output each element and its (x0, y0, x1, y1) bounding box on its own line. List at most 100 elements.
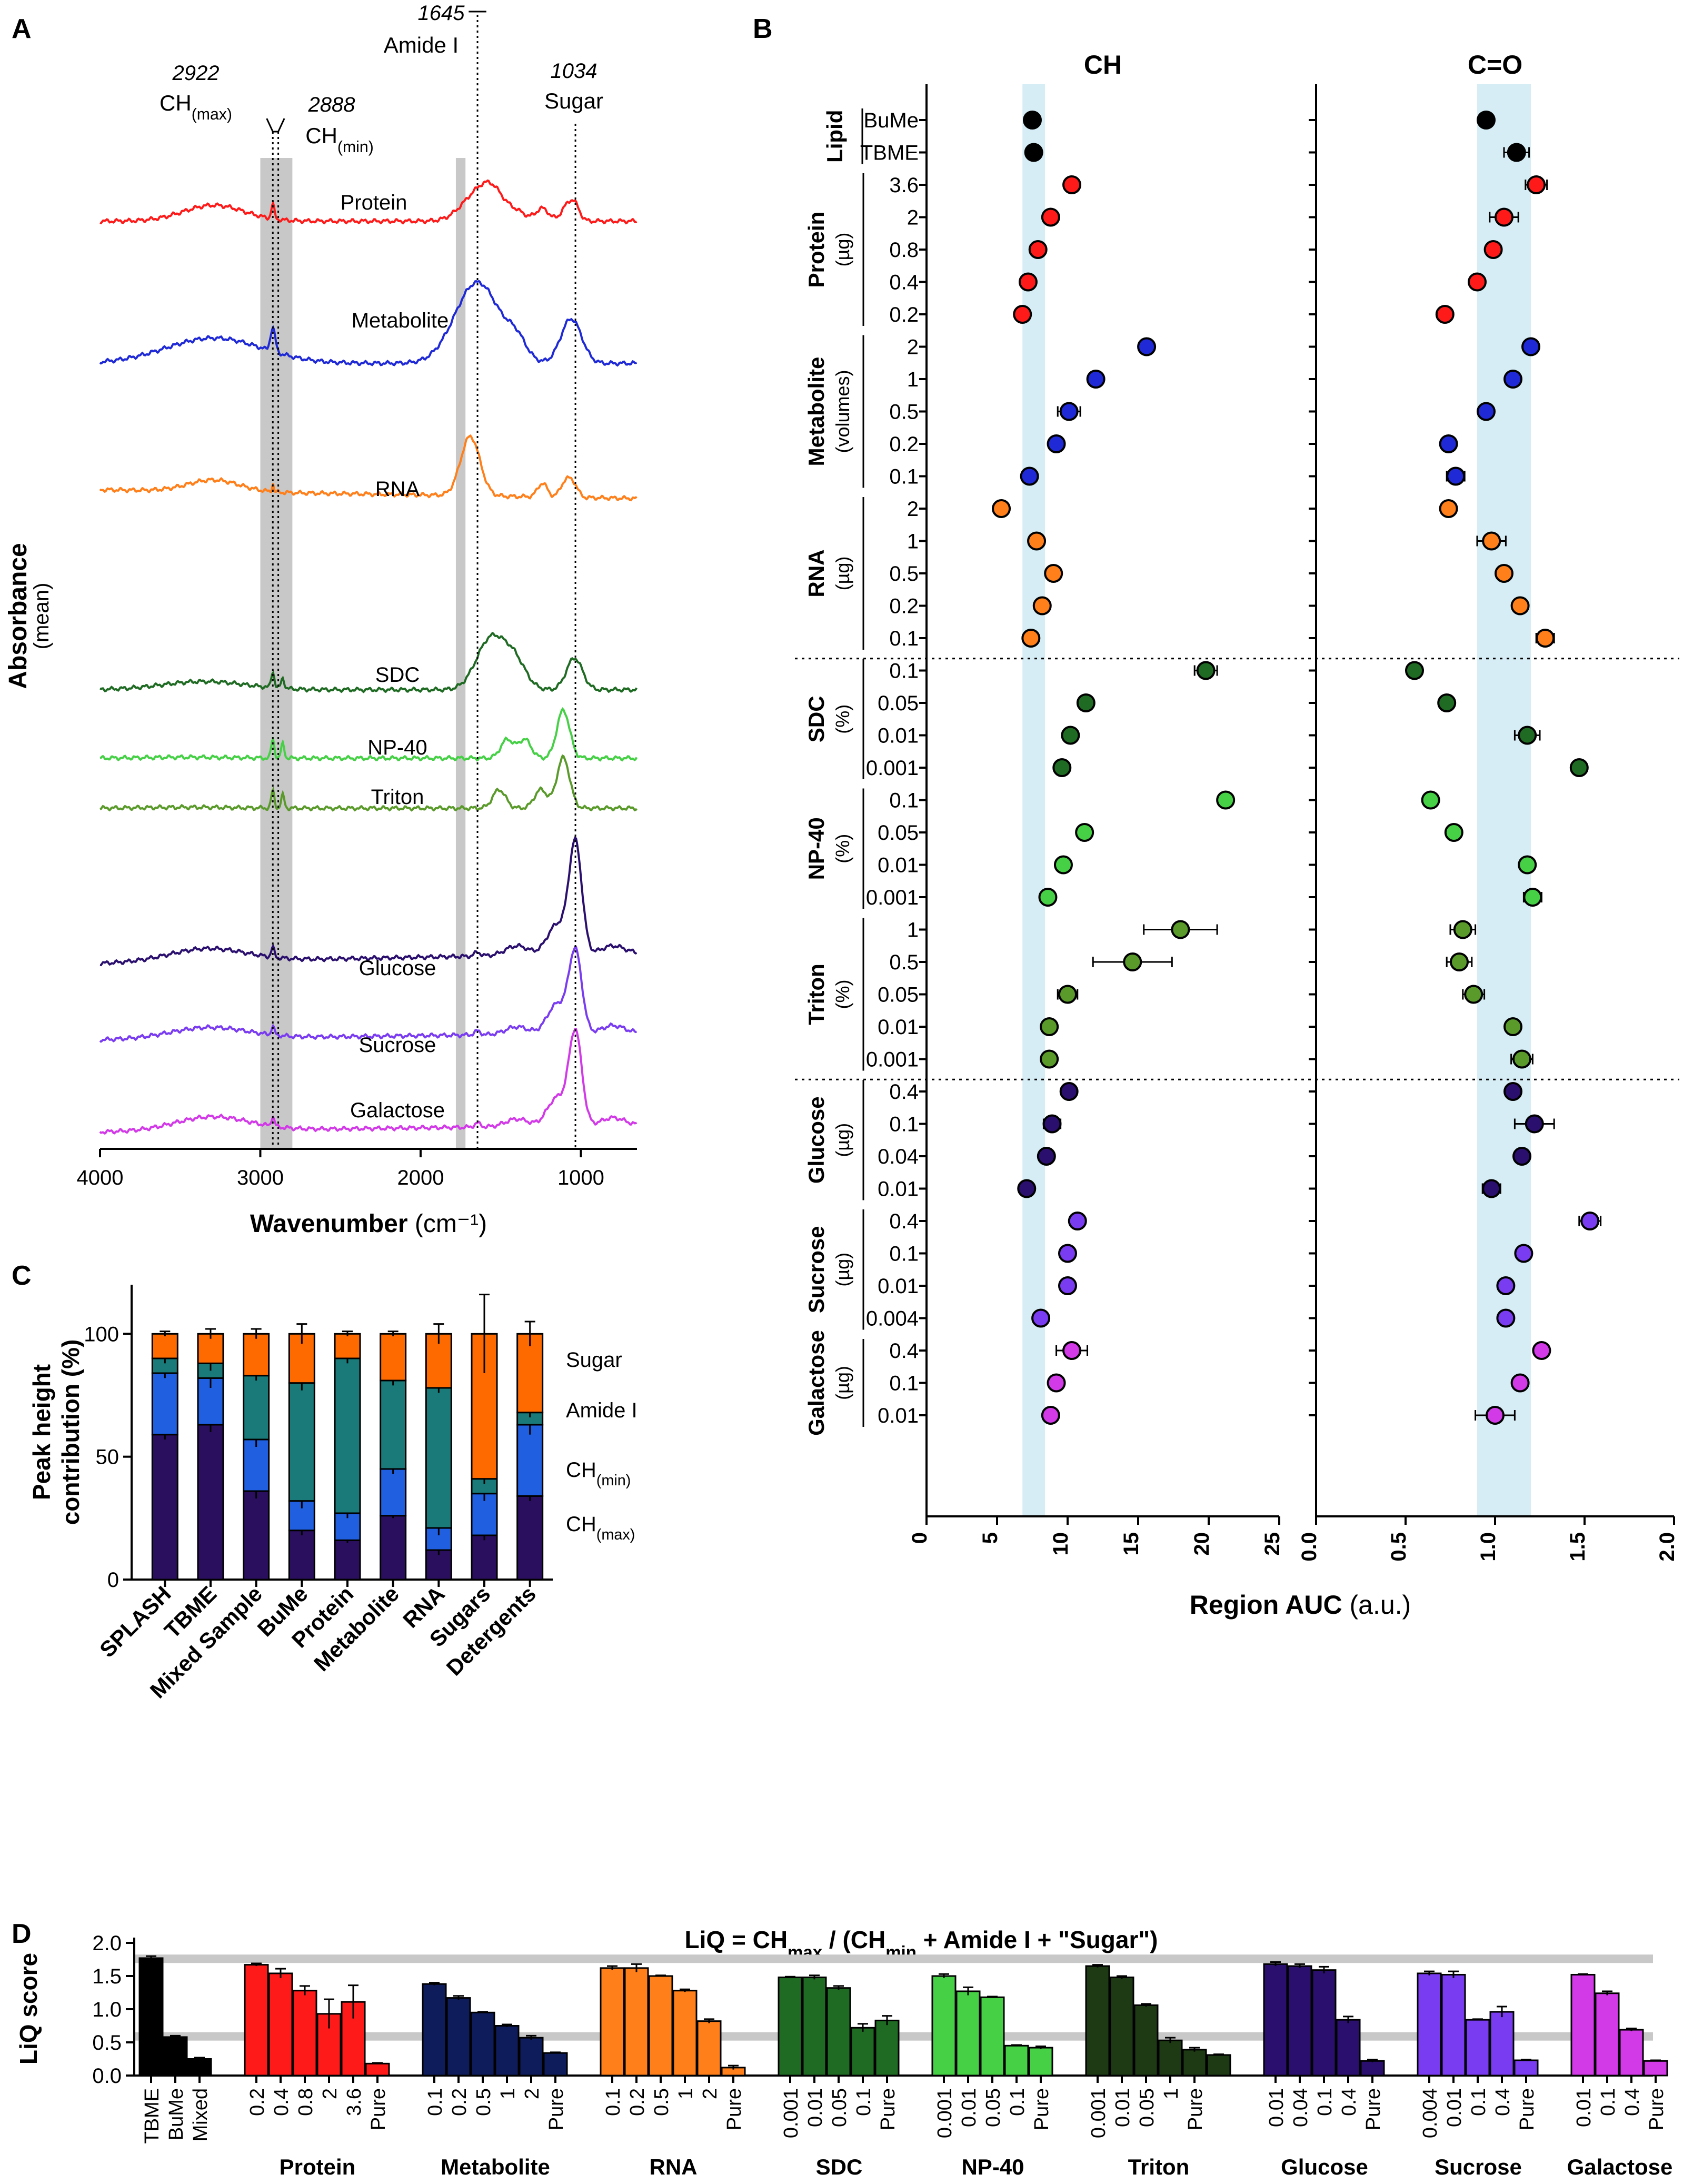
y-tick-label-c: 100 (84, 1323, 119, 1346)
data-point-ch (1058, 985, 1077, 1004)
data-point-co (1510, 1373, 1530, 1393)
stacked-bar-segment (151, 1434, 178, 1581)
stacked-bar-segment (243, 1333, 270, 1377)
annotation-amide-i: Amide I (384, 33, 459, 57)
annotation-ch-min-sub: (min) (337, 138, 374, 156)
x-tick-label-d: 0.2 (449, 2088, 471, 2116)
data-point-co (1503, 1017, 1522, 1036)
bar-d (826, 1987, 851, 2077)
x-tick-label-d: Pure (367, 2088, 390, 2130)
stacked-bar-segment (380, 1333, 407, 1382)
x-tick-label-d: 0.01 (1573, 2088, 1595, 2127)
x-tick-label-d: 2 (521, 2088, 543, 2099)
x-tick-label-b: 10 (1049, 1532, 1072, 1556)
data-point-co (1464, 985, 1483, 1004)
panel-label-c: C (12, 1260, 32, 1291)
bar-d (268, 1972, 293, 2077)
x-tick-label-a: 2000 (397, 1166, 444, 1189)
group-label-d-protein: Protein (280, 2155, 356, 2179)
x-tick-label-d: 2 (319, 2088, 341, 2099)
stacked-bar-segment (380, 1379, 407, 1470)
data-point-co (1496, 1308, 1516, 1328)
y-tick-label-d: 0.0 (92, 2064, 122, 2088)
x-tick-label-d: Pure (1031, 2088, 1053, 2130)
stacked-bar-segment (334, 1333, 361, 1359)
data-point-ch (1040, 1017, 1059, 1036)
group-unit: (%) (832, 980, 853, 1009)
row-label-b: 0.1 (889, 1372, 919, 1395)
x-tick-label-d: 0.01 (958, 2088, 980, 2127)
row-label-b: 0.5 (889, 562, 919, 585)
bar-d (446, 1997, 471, 2077)
x-tick-label-d: 0.1 (853, 2088, 875, 2116)
bar-d (1441, 1973, 1466, 2077)
bar-d (1158, 2039, 1183, 2077)
x-tick-label-d: Pure (1362, 2088, 1385, 2130)
data-point-co (1510, 596, 1530, 616)
group-label-d-np-40: NP-40 (961, 2155, 1024, 2179)
row-label-b: BuMe (864, 109, 919, 132)
x-tick-label-d: 0.1 (602, 2088, 624, 2116)
data-point-ch (1052, 758, 1072, 777)
x-axis-label-a: Wavenumber (cm⁻¹) (250, 1210, 487, 1238)
row-label-b: 0.4 (889, 1210, 919, 1233)
bar-d (163, 2036, 188, 2077)
group-label-sdc: SDC (804, 696, 829, 742)
x-tick-label-d: 0.5 (473, 2088, 495, 2116)
bar-d (1570, 1973, 1596, 2077)
data-point-ch (1040, 1049, 1059, 1069)
stacked-bar-segment (197, 1424, 224, 1581)
bar-d (648, 1975, 673, 2077)
title-d: LiQ = CHmax / (CHmin + Amide I + "Sugar"… (685, 1926, 1158, 1962)
x-tick-label-b: 0.5 (1387, 1532, 1410, 1562)
x-tick-label-d: 0.1 (1597, 2088, 1619, 2116)
data-point-co (1514, 1244, 1533, 1263)
x-tick-label-b: 15 (1120, 1532, 1143, 1556)
spectrum-label-metabolite: Metabolite (352, 309, 449, 332)
data-point-co (1495, 207, 1513, 227)
data-point-co (1439, 434, 1458, 453)
data-point-ch (1017, 1179, 1037, 1198)
data-point-ch (1028, 240, 1048, 259)
shaded-band-0 (1022, 84, 1045, 1516)
panel-label-d: D (12, 1919, 32, 1949)
data-point-ch (1062, 1341, 1082, 1360)
y-tick-label-d: 0.5 (92, 2031, 122, 2054)
x-tick-label-b: 0.0 (1298, 1532, 1321, 1562)
data-point-co (1486, 1406, 1505, 1425)
annotation-2922-value: 2922 (172, 62, 220, 85)
bar-d (874, 2019, 900, 2077)
x-tick-label-d: BuMe (165, 2088, 187, 2140)
group-label-d-sdc: SDC (816, 2155, 863, 2179)
data-point-ch (1047, 434, 1066, 453)
subplot-title-1: C=O (1468, 50, 1522, 80)
x-tick-label-d: Pure (545, 2088, 567, 2130)
data-point-co (1512, 1147, 1531, 1166)
row-label-b: 0.01 (878, 1016, 919, 1039)
data-point-ch (1037, 1147, 1056, 1166)
data-point-co (1450, 952, 1469, 971)
row-label-b: 0.01 (878, 854, 919, 877)
group-unit: (µg) (832, 1123, 853, 1157)
bar-d (244, 1964, 269, 2077)
bar-d (1643, 2060, 1668, 2077)
row-label-b: 2 (907, 336, 919, 359)
data-point-ch (1041, 207, 1060, 227)
data-point-co (1525, 1114, 1544, 1134)
bar-d (1028, 2047, 1053, 2077)
bar-d (1336, 2019, 1361, 2077)
data-point-co (1532, 1341, 1551, 1360)
x-tick-label-d: Pure (723, 2088, 745, 2130)
bar-d (1311, 1969, 1337, 2077)
legend-label-c-main: CH (566, 1513, 596, 1536)
bar-d (672, 1990, 698, 2077)
bar-d (292, 1990, 317, 2077)
bar-d (1085, 1965, 1110, 2077)
row-label-b: 0.1 (889, 465, 919, 489)
row-label-b: 0.2 (889, 595, 919, 618)
x-tick-label-d: 0.05 (1136, 2088, 1158, 2127)
bar-d (543, 2052, 568, 2077)
spectrum-label-galactose: Galactose (350, 1099, 445, 1122)
x-tick-label-d: 0.4 (1338, 2088, 1360, 2116)
